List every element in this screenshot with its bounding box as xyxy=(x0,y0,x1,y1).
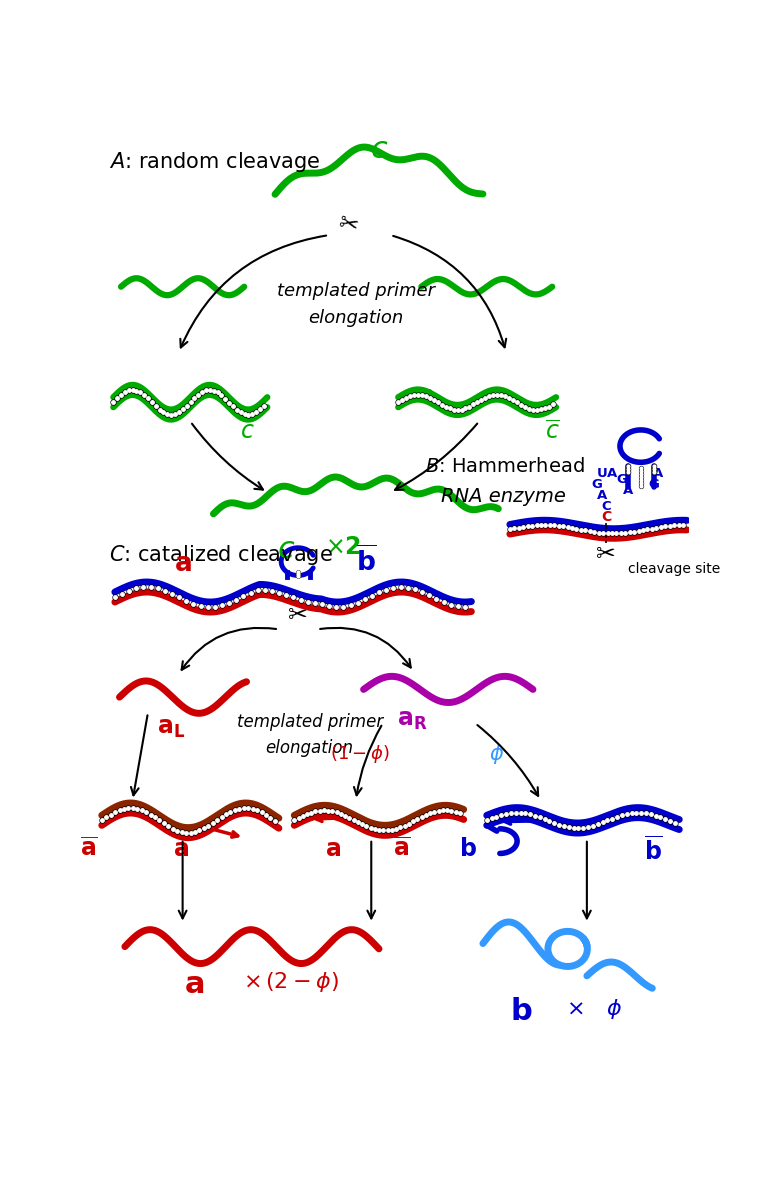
Text: ✂: ✂ xyxy=(288,603,308,627)
Text: $\mathit{B}$: Hammerhead: $\mathit{B}$: Hammerhead xyxy=(425,457,585,476)
Text: $\overline{\mathbf{a}}$: $\overline{\mathbf{a}}$ xyxy=(393,838,411,861)
Text: RNA enzyme: RNA enzyme xyxy=(441,487,565,506)
Text: ✂: ✂ xyxy=(336,211,361,239)
Text: $\mathit{A}$: random cleavage: $\mathit{A}$: random cleavage xyxy=(110,150,321,174)
Text: $\mathbf{b}$: $\mathbf{b}$ xyxy=(510,997,533,1027)
Text: $\mathbf{a}$: $\mathbf{a}$ xyxy=(173,838,189,861)
Text: $\overline{\mathbf{a}}$: $\overline{\mathbf{a}}$ xyxy=(80,838,98,861)
Text: $\mathit{c}$: $\mathit{c}$ xyxy=(277,536,296,564)
Text: G: G xyxy=(591,478,602,491)
Text: $\mathbf{b}$: $\mathbf{b}$ xyxy=(459,838,477,861)
Text: $\overline{\mathit{c}}$: $\overline{\mathit{c}}$ xyxy=(545,420,560,444)
Text: G: G xyxy=(616,473,627,486)
Text: $\mathit{C}$: catalized cleavage: $\mathit{C}$: catalized cleavage xyxy=(110,543,333,567)
Text: templated primer
elongation: templated primer elongation xyxy=(277,283,435,327)
Text: U: U xyxy=(597,467,607,480)
Text: $\times\,(2-\phi)$: $\times\,(2-\phi)$ xyxy=(243,970,339,994)
Text: ✂: ✂ xyxy=(596,542,616,565)
Text: $\mathit{c}$: $\mathit{c}$ xyxy=(369,135,388,163)
Text: $\mathbf{a_L}$: $\mathbf{a_L}$ xyxy=(157,716,185,739)
Text: C: C xyxy=(601,499,611,512)
Text: A: A xyxy=(607,467,617,480)
Text: $\overline{\mathit{c}}$: $\overline{\mathit{c}}$ xyxy=(240,420,255,444)
Text: A: A xyxy=(623,484,633,497)
Text: C: C xyxy=(601,510,611,524)
Text: $\mathbf{a_R}$: $\mathbf{a_R}$ xyxy=(397,707,427,732)
Text: A: A xyxy=(654,467,664,480)
Text: $\times \mathbf{2}$: $\times \mathbf{2}$ xyxy=(325,536,361,560)
Text: $\mathbf{a}$: $\mathbf{a}$ xyxy=(184,970,204,998)
Text: $(1-\phi)$: $(1-\phi)$ xyxy=(329,743,389,765)
Text: $\times\quad\phi$: $\times\quad\phi$ xyxy=(566,997,622,1021)
Text: $\mathbf{a}$: $\mathbf{a}$ xyxy=(174,551,191,577)
Text: templated primer
elongation: templated primer elongation xyxy=(237,712,382,757)
Text: $\phi$: $\phi$ xyxy=(489,742,505,767)
Text: cleavage site: cleavage site xyxy=(627,562,720,576)
Text: $\mathbf{a}$: $\mathbf{a}$ xyxy=(325,838,341,861)
Text: G: G xyxy=(648,478,659,491)
Text: A: A xyxy=(598,489,607,502)
Text: $\overline{\mathbf{b}}$: $\overline{\mathbf{b}}$ xyxy=(356,547,377,577)
Text: $\overline{\mathbf{b}}$: $\overline{\mathbf{b}}$ xyxy=(644,838,664,866)
